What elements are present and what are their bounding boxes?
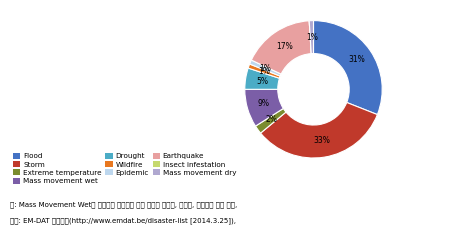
Text: 자료: EM-DAT 홈페이지(http://www.emdat.be/disaster-list [2014.3.25]),: 자료: EM-DAT 홈페이지(http://www.emdat.be/disa… [10,218,236,224]
Wedge shape [256,109,286,133]
Wedge shape [250,60,281,76]
Wedge shape [261,102,377,158]
Text: 1%: 1% [306,33,318,42]
Wedge shape [309,21,311,54]
Wedge shape [309,21,314,54]
Text: 17%: 17% [276,42,293,51]
Legend: Flood, Storm, Extreme temperature, Mass movement wet, Drought, Wildfire, Epidemi: Flood, Storm, Extreme temperature, Mass … [13,153,236,184]
Text: 31%: 31% [348,55,365,64]
Text: 33%: 33% [313,136,330,145]
Text: 2%: 2% [266,115,277,125]
Wedge shape [251,21,311,74]
Text: 9%: 9% [257,99,269,108]
Wedge shape [245,68,279,89]
Wedge shape [245,89,283,126]
Text: 5%: 5% [256,77,268,86]
Text: 1%: 1% [258,67,270,76]
Text: 주: Mass Movement Wet은 수문학적 원인으로 인해 발생한 산사태, 눈사태, 지반침하 등을 포함,: 주: Mass Movement Wet은 수문학적 원인으로 인해 발생한 산… [10,202,237,208]
Wedge shape [248,64,280,78]
Text: 1%: 1% [260,64,272,73]
Wedge shape [314,21,382,114]
